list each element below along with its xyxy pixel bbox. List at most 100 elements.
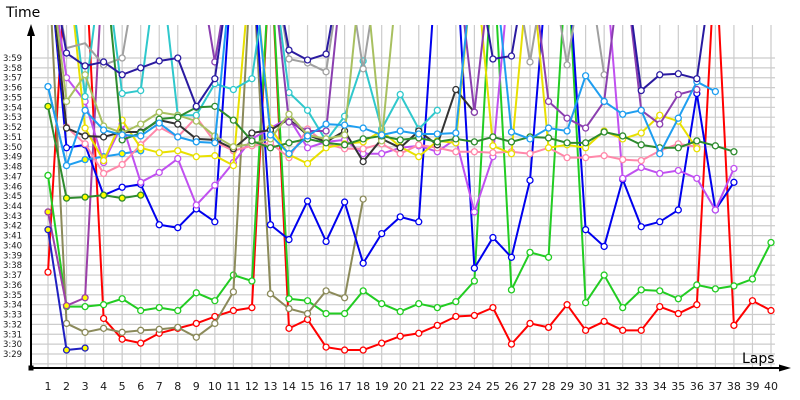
data-point-marker	[81, 294, 89, 302]
data-point-marker	[266, 221, 275, 229]
series-forest	[109, 25, 738, 156]
series-olive	[50, 25, 367, 341]
data-point-marker	[285, 110, 293, 118]
data-point-marker	[415, 329, 423, 337]
data-point-marker	[563, 301, 571, 309]
data-point-marker	[526, 135, 534, 143]
y-tick-label: 3:42	[3, 222, 22, 232]
data-point-marker	[81, 71, 89, 79]
series-line	[207, 25, 698, 133]
data-point-marker	[340, 131, 349, 139]
data-point-marker	[637, 106, 645, 114]
data-point-marker	[211, 297, 219, 305]
data-point-marker	[99, 156, 108, 165]
data-point-marker	[637, 141, 645, 149]
data-point-marker	[693, 174, 701, 183]
data-point-marker	[248, 137, 256, 145]
data-point-marker	[303, 144, 312, 152]
data-point-marker	[563, 127, 571, 135]
data-point-marker	[137, 64, 145, 72]
data-point-marker	[118, 160, 126, 169]
data-point-marker	[303, 309, 312, 318]
data-point-marker	[544, 124, 553, 132]
data-point-marker	[192, 333, 200, 341]
data-point-marker	[415, 130, 423, 138]
data-point-marker	[470, 277, 479, 285]
data-point-marker	[174, 133, 182, 141]
data-point-marker	[600, 128, 608, 136]
data-point-marker	[99, 314, 108, 323]
data-point-marker	[378, 131, 386, 139]
x-tick-label: 13	[263, 380, 277, 393]
x-tick-label: 3	[82, 380, 89, 393]
x-tick-label: 32	[616, 380, 630, 393]
data-point-marker	[526, 248, 534, 257]
data-point-marker	[285, 235, 293, 244]
data-point-marker	[81, 344, 89, 352]
data-point-marker	[322, 127, 330, 135]
data-point-marker	[433, 106, 441, 114]
y-axis-title: Time	[5, 5, 40, 21]
data-point-marker	[526, 319, 534, 328]
data-point-marker	[248, 277, 256, 285]
data-point-marker	[322, 120, 330, 128]
data-point-marker	[656, 71, 664, 79]
data-point-marker	[285, 139, 293, 147]
data-point-marker	[137, 132, 145, 140]
data-point-marker	[507, 150, 516, 158]
series-line	[57, 25, 735, 213]
data-point-marker	[192, 153, 200, 161]
data-point-marker	[99, 169, 108, 178]
data-point-marker	[137, 178, 145, 186]
x-tick-label: 38	[727, 380, 741, 393]
y-tick-label: 3:56	[3, 84, 22, 94]
y-tick-label: 3:46	[3, 182, 22, 192]
data-point-marker	[340, 309, 349, 318]
series-green	[44, 25, 775, 318]
data-point-marker	[470, 311, 479, 320]
data-point-marker	[81, 140, 89, 148]
data-point-marker	[396, 127, 404, 135]
x-tick-label: 37	[708, 380, 722, 393]
x-tick-label: 20	[393, 380, 407, 393]
x-tick-label: 6	[137, 380, 144, 393]
y-tick-label: 3:48	[3, 163, 22, 173]
data-point-marker	[452, 135, 460, 143]
data-point-marker	[118, 328, 126, 336]
data-point-marker	[303, 132, 312, 140]
data-point-marker	[674, 295, 682, 303]
y-tick-label: 3:54	[3, 103, 22, 113]
data-point-marker	[62, 319, 71, 328]
x-tick-label: 33	[634, 380, 648, 393]
y-tick-label: 3:51	[3, 133, 22, 143]
data-point-marker	[693, 301, 701, 309]
data-point-marker	[303, 197, 312, 205]
data-point-marker	[322, 68, 330, 76]
data-point-marker	[378, 150, 386, 158]
data-point-marker	[340, 198, 349, 206]
series-line	[75, 25, 439, 142]
data-point-marker	[211, 319, 219, 328]
y-tick-label: 3:58	[3, 64, 22, 74]
data-point-marker	[396, 332, 404, 340]
data-point-marker	[174, 323, 182, 332]
data-point-marker	[44, 208, 52, 216]
x-tick-label: 39	[745, 380, 759, 393]
data-point-marker	[322, 287, 330, 295]
x-tick-label: 25	[486, 380, 500, 393]
series-red	[44, 25, 775, 354]
data-point-marker	[303, 315, 312, 324]
data-point-marker	[581, 326, 590, 334]
data-point-marker	[711, 142, 720, 150]
data-point-marker	[396, 136, 404, 144]
data-point-marker	[470, 138, 479, 146]
data-point-marker	[415, 300, 423, 308]
y-tick-label: 3:36	[3, 281, 22, 291]
data-point-marker	[192, 201, 200, 209]
data-point-marker	[656, 302, 664, 311]
data-point-marker	[693, 75, 701, 83]
origin-marker	[28, 365, 34, 371]
data-point-marker	[656, 150, 664, 158]
data-point-marker	[748, 297, 757, 305]
